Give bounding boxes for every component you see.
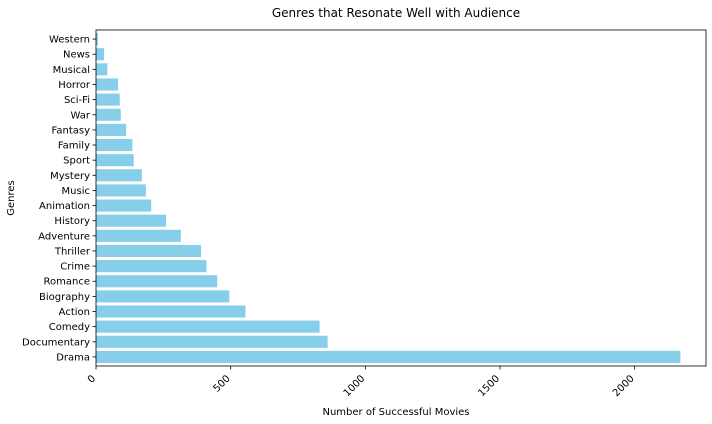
y-tick-label: Comedy xyxy=(49,322,90,333)
bar-romance xyxy=(96,275,218,288)
y-tick-label: Thriller xyxy=(54,246,91,257)
bar-family xyxy=(96,138,133,152)
bar-adventure xyxy=(96,229,181,242)
y-tick-label: Sci-Fi xyxy=(64,95,90,106)
y-tick-label: Fantasy xyxy=(52,125,91,136)
y-tick-label: Romance xyxy=(44,277,90,288)
bar-sci-fi xyxy=(96,93,120,106)
x-axis-ticks: 0 500 1000 1500 2000 xyxy=(86,366,637,399)
bar-horror xyxy=(96,78,119,91)
bar-animation xyxy=(96,199,152,212)
y-tick-label: Family xyxy=(58,141,90,152)
bar-western xyxy=(96,33,98,46)
bar-sport xyxy=(96,154,134,167)
chart-title: Genres that Resonate Well with Audience xyxy=(272,6,520,20)
y-tick-label: History xyxy=(54,216,90,227)
x-axis-label: Number of Successful Movies xyxy=(322,407,469,418)
bar-biography xyxy=(96,290,230,303)
bar-news xyxy=(96,48,105,61)
bar-music xyxy=(96,184,146,197)
y-tick-label: Action xyxy=(59,307,90,318)
y-tick-label: Biography xyxy=(39,292,90,303)
y-tick-label: War xyxy=(71,110,91,121)
y-tick-label: Crime xyxy=(60,262,90,273)
y-tick-label: Musical xyxy=(53,65,90,76)
bar-action xyxy=(96,305,246,318)
bar-crime xyxy=(96,260,207,273)
y-tick-label: Mystery xyxy=(50,171,90,182)
bar-thriller xyxy=(96,244,202,258)
y-tick-label: Music xyxy=(62,186,90,197)
bars-group xyxy=(96,33,681,363)
y-tick-label: Western xyxy=(49,35,90,46)
y-tick-label: Documentary xyxy=(22,337,90,348)
y-axis-label: Genres xyxy=(6,180,17,216)
plot-frame xyxy=(95,29,707,367)
bar-history xyxy=(96,214,167,227)
bar-musical xyxy=(96,63,108,76)
bar-fantasy xyxy=(96,123,127,136)
y-tick-label: Sport xyxy=(63,156,90,167)
bar-comedy xyxy=(96,320,320,333)
bar-drama xyxy=(96,350,681,363)
y-tick-label: Animation xyxy=(39,201,90,212)
y-tick-label: News xyxy=(63,50,90,61)
x-tick-label: 500 xyxy=(211,373,232,394)
bar-documentary xyxy=(96,335,328,348)
x-tick-label: 1000 xyxy=(342,373,368,399)
x-tick-label: 2000 xyxy=(611,373,637,399)
y-tick-label: Horror xyxy=(58,80,91,91)
x-tick-label: 1500 xyxy=(476,373,502,399)
bar-war xyxy=(96,108,121,121)
bar-mystery xyxy=(96,169,142,182)
y-tick-label: Drama xyxy=(56,352,90,363)
x-tick-label: 0 xyxy=(86,373,98,385)
y-axis-ticks: Drama Documentary Comedy Action Biography Rom… xyxy=(22,35,96,363)
y-tick-label: Adventure xyxy=(38,231,90,242)
